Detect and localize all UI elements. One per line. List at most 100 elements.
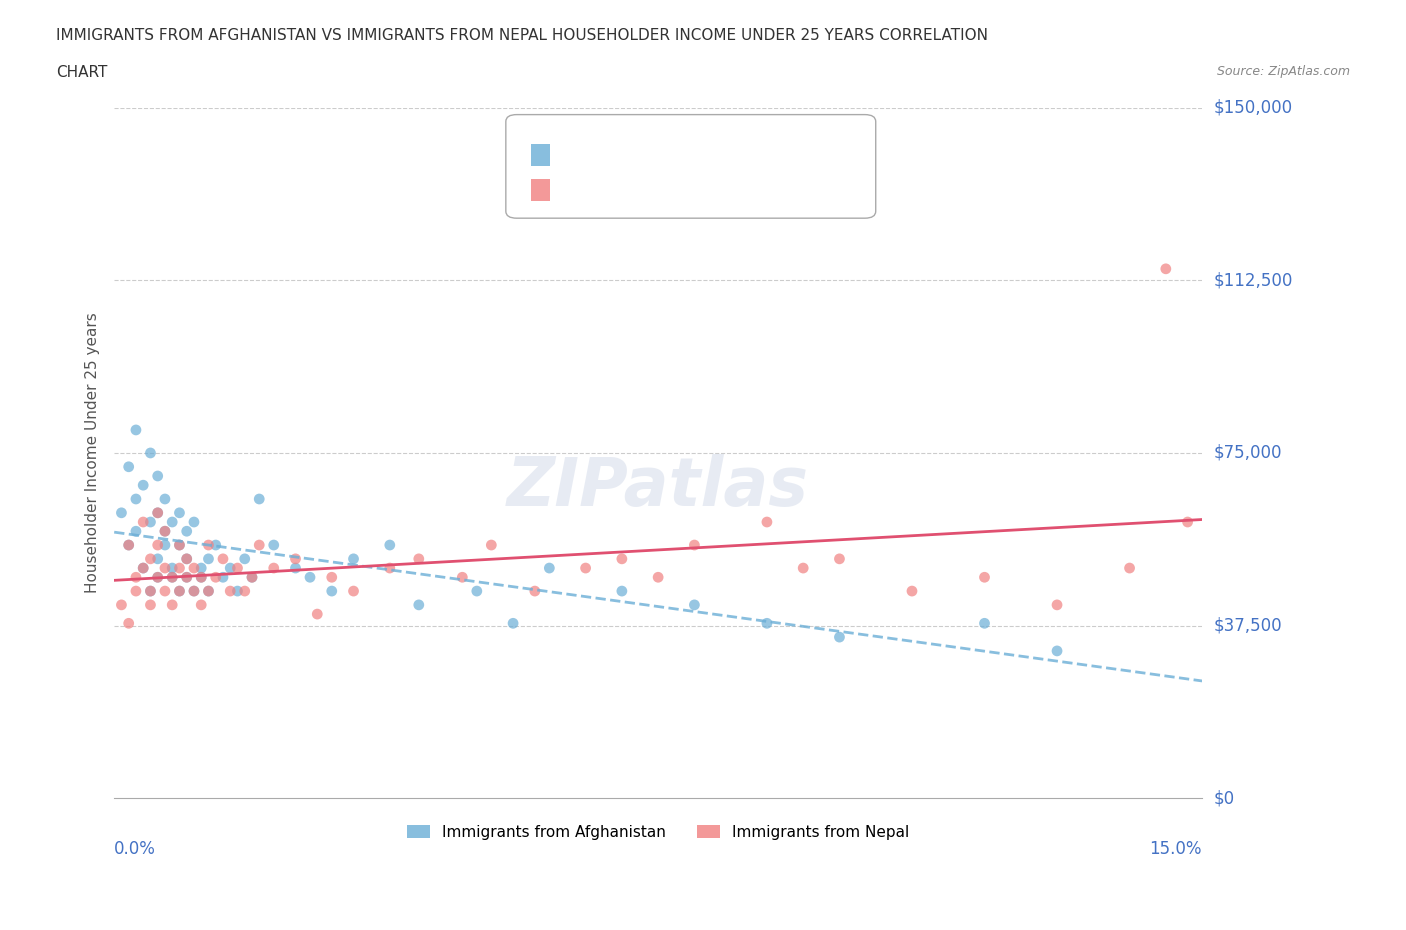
Point [212,570,235,585]
Point [755,616,778,631]
Point [139,584,162,599]
Point [176,570,198,585]
Point [465,584,488,599]
Point [226,584,249,599]
FancyBboxPatch shape [531,144,550,166]
Point [901,584,924,599]
Point [1177,514,1199,529]
Text: ZIPatlas: ZIPatlas [508,455,808,521]
Point [307,606,329,621]
Point [233,584,256,599]
Point [190,597,212,612]
Point [125,584,148,599]
Point [169,561,191,576]
Point [118,616,141,631]
Point [828,630,851,644]
Point [176,551,198,566]
Point [1046,644,1069,658]
Point [240,570,263,585]
Point [146,505,169,520]
Point [610,584,633,599]
Point [197,538,219,552]
Point [146,570,169,585]
Point [610,551,633,566]
Point [1046,597,1069,612]
Point [219,584,242,599]
Y-axis label: Householder Income Under 25 years: Householder Income Under 25 years [86,312,100,593]
Point [321,584,343,599]
Point [118,538,141,552]
Point [132,478,155,493]
Point [118,538,141,552]
Point [118,459,141,474]
Point [575,561,598,576]
Legend: Immigrants from Afghanistan, Immigrants from Nepal: Immigrants from Afghanistan, Immigrants … [401,818,915,846]
Point [755,514,778,529]
Point [176,570,198,585]
Point [160,570,183,585]
Point [828,551,851,566]
Point [125,570,148,585]
Point [197,551,219,566]
Point [212,551,235,566]
Point [284,551,307,566]
Point [247,538,270,552]
Point [190,561,212,576]
Point [408,597,430,612]
Point [146,538,169,552]
Point [538,561,561,576]
Point [408,551,430,566]
Point [146,505,169,520]
Point [139,597,162,612]
Point [153,561,176,576]
Point [169,538,191,552]
Point [479,538,502,552]
Point [125,422,148,437]
Point [190,570,212,585]
Point [176,551,198,566]
Point [204,538,226,552]
Text: $0: $0 [1213,790,1234,807]
FancyBboxPatch shape [531,179,550,201]
Point [321,570,343,585]
Point [183,584,205,599]
Point [139,584,162,599]
Point [169,538,191,552]
Point [146,570,169,585]
Text: 15.0%: 15.0% [1150,840,1202,857]
Point [110,505,132,520]
Point [125,524,148,538]
Point [683,538,706,552]
Point [523,584,546,599]
Point [973,570,995,585]
Point [219,561,242,576]
Point [110,597,132,612]
Point [190,570,212,585]
Point [176,524,198,538]
Point [139,514,162,529]
Point [169,505,191,520]
Point [153,584,176,599]
Text: R = -0.275    N = 56: R = -0.275 N = 56 [555,145,710,160]
Point [233,551,256,566]
Point [197,584,219,599]
Point [204,570,226,585]
Point [683,597,706,612]
Point [378,561,401,576]
FancyBboxPatch shape [506,114,876,219]
Point [647,570,669,585]
Point [183,514,205,529]
Point [240,570,263,585]
Point [973,616,995,631]
Point [183,584,205,599]
Text: $150,000: $150,000 [1213,99,1292,116]
Text: 0.0%: 0.0% [114,840,156,857]
Point [183,561,205,576]
Point [139,445,162,460]
Point [160,597,183,612]
Point [378,538,401,552]
Point [169,584,191,599]
Text: Source: ZipAtlas.com: Source: ZipAtlas.com [1216,65,1350,78]
Point [342,584,364,599]
Point [125,492,148,507]
